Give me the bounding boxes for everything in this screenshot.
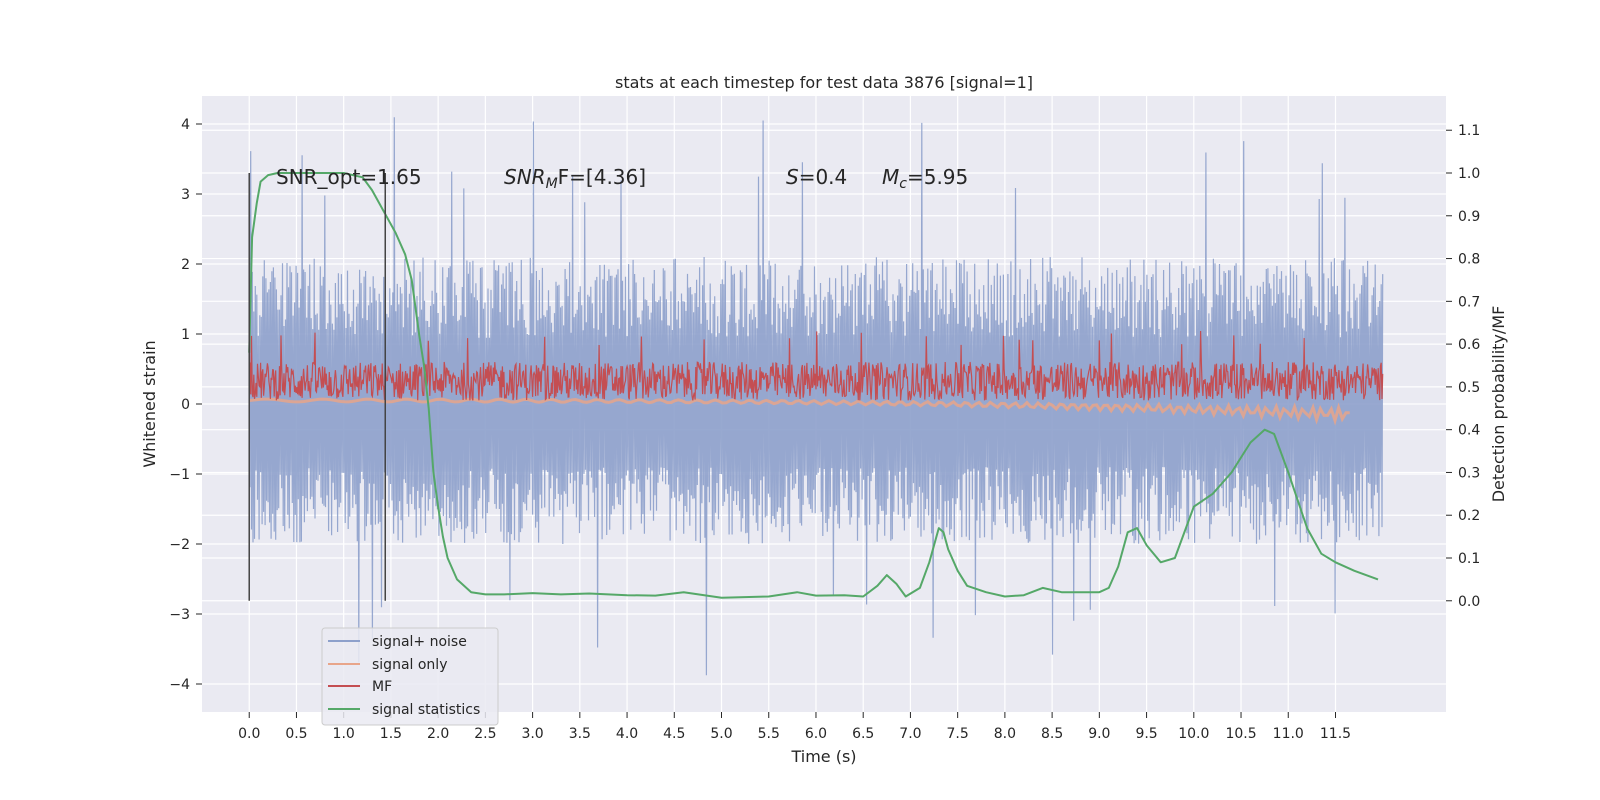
y-tick-label: 1 [181, 327, 190, 343]
x-tick-label: 10.0 [1178, 726, 1209, 742]
x-tick-label: 11.0 [1273, 726, 1304, 742]
x-tick-label: 2.5 [474, 726, 496, 742]
annotation-s: S=0.4 [786, 165, 847, 189]
x-tick-label: 6.5 [852, 726, 874, 742]
x-tick-label: 5.5 [758, 726, 780, 742]
x-tick-label: 0.0 [238, 726, 260, 742]
y-axis-label: Whitened strain [140, 340, 159, 467]
chart-title: stats at each timestep for test data 387… [615, 73, 1033, 92]
x-tick-label: 4.0 [616, 726, 638, 742]
series-signal-only [249, 397, 1350, 426]
x-tick-label: 3.0 [521, 726, 543, 742]
y2-tick-label: 1.1 [1458, 123, 1480, 139]
y-tick-label: −1 [169, 467, 190, 483]
legend: signal+ noise signal only MF signal stat… [321, 627, 499, 726]
y2-tick-label: 0.4 [1458, 423, 1480, 439]
tick-labels: 4 3 2 1 0 −1 −2 −3 −4 0.0 0.1 0.2 0.3 0.4 0.5 0.6 0.7 0.8… [169, 117, 1480, 742]
y2-tick-label: 0.9 [1458, 209, 1480, 225]
y2-tick-label: 0.3 [1458, 465, 1480, 481]
y2-tick-label: 0.6 [1458, 337, 1480, 353]
y-tick-label: −3 [169, 607, 190, 623]
annotation-snr-mf: SNRMF=[4.36] [504, 165, 646, 192]
y2-tick-label: 0.7 [1458, 294, 1480, 310]
annotations: SNR_opt=1.65 SNRMF=[4.36] S=0.4 Mc=5.95 [276, 165, 968, 192]
x-tick-label: 10.5 [1225, 726, 1256, 742]
x-tick-label: 9.5 [1135, 726, 1157, 742]
x-tick-label: 6.0 [805, 726, 827, 742]
legend-label-signal-only: signal only [372, 657, 447, 673]
y2-tick-label: 0.0 [1458, 594, 1480, 610]
y2-axis-label: Detection probability/MF [1489, 306, 1508, 503]
legend-label-signal-noise: signal+ noise [372, 634, 467, 650]
y-tick-label: 0 [181, 397, 190, 413]
annotation-mc: Mc=5.95 [882, 165, 968, 192]
vertical-markers [248, 173, 386, 601]
x-tick-label: 9.0 [1088, 726, 1110, 742]
series-signal-noise [248, 117, 1384, 676]
x-tick-label: 1.5 [380, 726, 402, 742]
legend-label-signal-statistics: signal statistics [372, 702, 480, 718]
x-tick-label: 0.5 [285, 726, 307, 742]
x-tick-label: 7.0 [899, 726, 921, 742]
x-tick-label: 4.5 [663, 726, 685, 742]
x-tick-label: 5.0 [710, 726, 732, 742]
y2-tick-label: 0.1 [1458, 551, 1480, 567]
plot-data [248, 117, 1384, 676]
y-tick-label: −2 [169, 537, 190, 553]
y2-tick-label: 1.0 [1458, 166, 1480, 182]
x-tick-label: 1.0 [333, 726, 355, 742]
x-tick-label: 7.5 [947, 726, 969, 742]
legend-box [321, 627, 499, 726]
x-tick-label: 11.5 [1320, 726, 1351, 742]
series-mf [248, 330, 1384, 401]
y-tick-label: −4 [169, 677, 190, 693]
legend-label-mf: MF [372, 679, 392, 695]
x-tick-label: 8.0 [994, 726, 1016, 742]
y-tick-label: 3 [181, 187, 190, 203]
series-signal-statistics [248, 172, 1379, 599]
annotation-snr-opt: SNR_opt=1.65 [276, 165, 422, 189]
x-axis-label: Time (s) [790, 747, 856, 766]
y2-tick-label: 0.5 [1458, 380, 1480, 396]
y2-tick-label: 0.2 [1458, 508, 1480, 524]
x-tick-label: 3.5 [569, 726, 591, 742]
y-tick-label: 2 [181, 257, 190, 273]
x-tick-label: 2.0 [427, 726, 449, 742]
y-tick-label: 4 [181, 117, 190, 133]
y2-tick-label: 0.8 [1458, 252, 1480, 268]
x-tick-label: 8.5 [1041, 726, 1063, 742]
